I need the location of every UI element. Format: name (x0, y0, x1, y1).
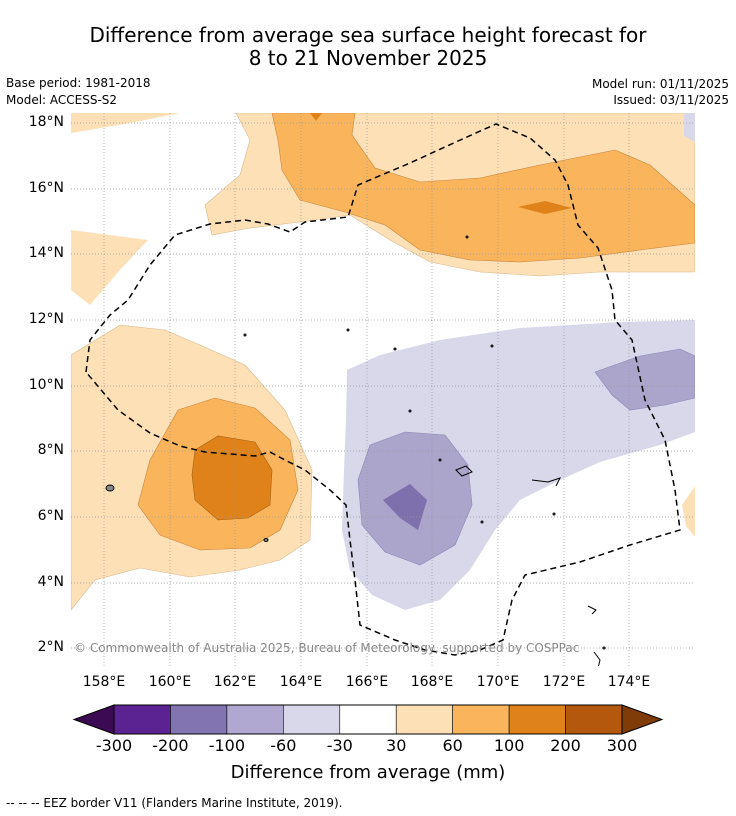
lat-label-16n: 16°N (28, 180, 64, 196)
lat-label-2n: 2°N (37, 639, 64, 655)
contour-pos-100-200-southwest (191, 435, 273, 521)
eez-footnote: -- -- -- EEZ border V11 (Flanders Marine… (6, 796, 343, 810)
lat-label-8n: 8°N (37, 442, 64, 458)
colorbar-tick-label: -300 (95, 736, 133, 755)
lon-label-158e: 158°E (82, 674, 126, 690)
colorbar-tick-label: -60 (270, 736, 297, 755)
lon-label-166e: 166°E (345, 674, 389, 690)
contour-pos-30-60-east-edge (682, 486, 695, 537)
copyright-notice: © Commonwealth of Australia 2025, Bureau… (74, 641, 579, 655)
lat-label-14n: 14°N (28, 245, 64, 261)
model-name: Model: ACCESS-S2 (6, 93, 118, 107)
contour-neg-30-60-edge (684, 113, 695, 142)
contour-pos-60-100-north (271, 113, 695, 263)
contour-neg-60-100-east (594, 348, 695, 411)
latitude-gridlines (71, 122, 695, 649)
colorbar-title: Difference from average (mm) (230, 762, 506, 783)
lon-label-162e: 162°E (213, 674, 257, 690)
lat-label-4n: 4°N (37, 574, 64, 590)
contour-neg-100-200-center (383, 484, 427, 530)
lon-label-168e: 168°E (410, 674, 454, 690)
colorbar-tick-label: 300 (606, 736, 638, 755)
eez-border (85, 123, 681, 656)
colorbar-tick-label: -100 (208, 736, 246, 755)
colorbar-tick-label: 60 (442, 736, 463, 755)
lon-label-164e: 164°E (279, 674, 323, 690)
base-period: Base period: 1981-2018 (6, 76, 151, 90)
colorbar-tick-label: 200 (550, 736, 581, 755)
lon-label-172e: 172°E (542, 674, 586, 690)
chart-title-line1: Difference from average sea surface heig… (89, 23, 647, 47)
colorbar-tick-label: 100 (493, 736, 525, 755)
colorbar-tick-label: 30 (386, 736, 407, 755)
contour-pos-30-60-west (71, 230, 148, 305)
lat-label-18n: 18°N (28, 114, 64, 130)
colorbar-tick-label: -200 (152, 736, 189, 755)
issued-date: Issued: 03/11/2025 (613, 93, 729, 107)
contour-layer: © Commonwealth of Australia 2025, Bureau… (71, 113, 695, 666)
chart-title-line2: 8 to 21 November 2025 (248, 46, 488, 70)
longitude-gridlines (103, 113, 630, 666)
lat-label-10n: 10°N (28, 377, 64, 393)
lon-label-160e: 160°E (148, 674, 192, 690)
colorbar-tick-label: -30 (326, 736, 353, 755)
model-run: Model run: 01/11/2025 (591, 77, 729, 91)
islands (105, 235, 606, 666)
lat-label-12n: 12°N (28, 311, 64, 327)
lon-label-170e: 170°E (476, 674, 520, 690)
contour-pos-100-200-north-tip (310, 113, 322, 121)
contour-pos-100-200-north-patch (518, 201, 572, 214)
lat-label-6n: 6°N (37, 508, 64, 524)
lon-label-174e: 174°E (607, 674, 651, 690)
